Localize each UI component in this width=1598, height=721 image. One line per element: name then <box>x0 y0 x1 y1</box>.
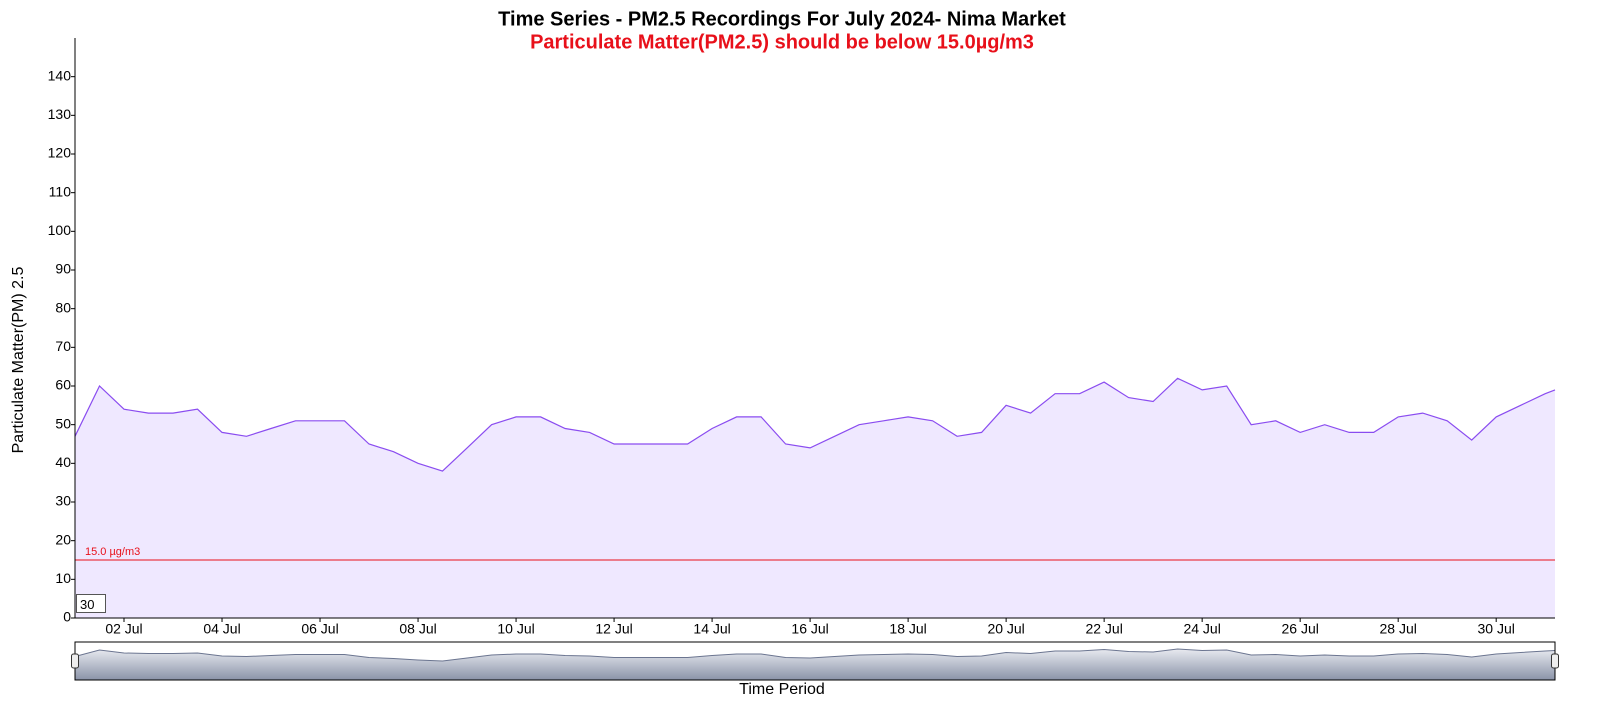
y-tick-label: 80 <box>55 299 71 315</box>
y-tick-label: 60 <box>55 377 71 393</box>
x-tick-label: 06 Jul <box>301 621 338 637</box>
x-tick-label: 22 Jul <box>1085 621 1122 637</box>
x-tick-label: 14 Jul <box>693 621 730 637</box>
x-tick-label: 28 Jul <box>1379 621 1416 637</box>
y-tick-label: 40 <box>55 454 71 470</box>
y-tick-label: 100 <box>48 222 72 238</box>
x-tick-label: 30 Jul <box>1478 621 1515 637</box>
threshold-label: 15.0 µg/m3 <box>85 546 140 558</box>
y-tick-label: 90 <box>55 261 71 277</box>
x-tick-label: 20 Jul <box>987 621 1024 637</box>
mini-area <box>75 649 1555 680</box>
x-tick-label: 02 Jul <box>105 621 142 637</box>
y-axis-label: Particulate Matter(PM) 2.5 <box>10 267 27 454</box>
y-tick-label: 70 <box>55 338 71 354</box>
y-tick-label: 50 <box>55 415 71 431</box>
y-tick-label: 130 <box>48 106 72 122</box>
range-handle[interactable] <box>1551 653 1559 669</box>
x-tick-label: 08 Jul <box>399 621 436 637</box>
x-tick-label: 16 Jul <box>791 621 828 637</box>
area <box>75 378 1555 618</box>
x-tick-label: 18 Jul <box>889 621 926 637</box>
chart-subtitle: Particulate Matter(PM2.5) should be belo… <box>530 31 1034 53</box>
roll-period-input[interactable]: 30 <box>76 594 106 613</box>
y-tick-label: 0 <box>63 609 71 625</box>
x-tick-label: 24 Jul <box>1183 621 1220 637</box>
x-tick-label: 04 Jul <box>203 621 240 637</box>
y-tick-label: 30 <box>55 493 71 509</box>
mini-line <box>74 648 1556 662</box>
y-tick-label: 140 <box>48 67 72 83</box>
range-handle[interactable] <box>71 653 79 669</box>
line <box>74 377 1556 472</box>
chart-title: Time Series - PM2.5 Recordings For July … <box>498 8 1066 30</box>
y-tick-label: 120 <box>48 145 72 161</box>
y-tick-label: 110 <box>49 183 72 199</box>
x-tick-label: 12 Jul <box>595 621 632 637</box>
y-tick-label: 20 <box>55 531 71 547</box>
y-tick-label: 10 <box>55 570 71 586</box>
x-tick-label: 10 Jul <box>497 621 534 637</box>
x-axis-label: Time Period <box>739 681 825 698</box>
x-tick-label: 26 Jul <box>1281 621 1318 637</box>
